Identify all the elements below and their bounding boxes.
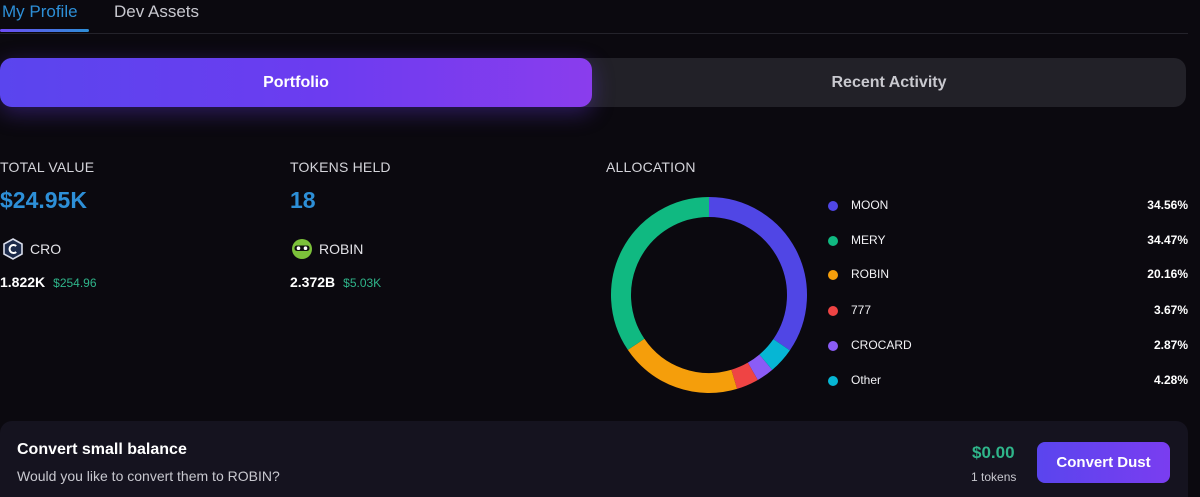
legend-item-robin[interactable]: ROBIN 20.16% bbox=[828, 266, 1188, 284]
top-token-robin[interactable]: ROBIN bbox=[291, 238, 363, 260]
allocation-label: ALLOCATION bbox=[606, 159, 696, 175]
donut-slice-crocard[interactable] bbox=[747, 354, 773, 380]
tab-dev-assets[interactable]: Dev Assets bbox=[114, 2, 200, 21]
total-value: $24.95K bbox=[0, 187, 87, 213]
cro-amount: 1.822K bbox=[0, 274, 46, 290]
legend-item-mery[interactable]: MERY 34.47% bbox=[828, 232, 1188, 250]
robin-symbol: ROBIN bbox=[319, 241, 364, 257]
legend-percentage: 3.67% bbox=[1153, 303, 1188, 317]
legend-dot bbox=[828, 306, 838, 316]
convert-subtitle: Would you like to convert them to ROBIN? bbox=[17, 468, 280, 484]
robin-usd-value: $5.03K bbox=[343, 276, 382, 290]
total-value-label: TOTAL VALUE bbox=[0, 159, 95, 175]
donut-slice-777[interactable] bbox=[731, 362, 758, 389]
legend-percentage: 2.87% bbox=[1153, 338, 1188, 352]
legend-percentage: 34.56% bbox=[1147, 198, 1188, 212]
convert-dust-panel: Convert small balance Would you like to … bbox=[0, 421, 1188, 497]
robin-amount: 2.372B bbox=[290, 274, 336, 290]
legend-percentage: 20.16% bbox=[1147, 267, 1188, 281]
recent-activity-button[interactable]: Recent Activity bbox=[831, 73, 947, 91]
tokens-held-value: 18 bbox=[290, 187, 316, 213]
top-token-cro[interactable]: CRO bbox=[2, 238, 61, 260]
portfolio-activity-toggle: Portfolio Recent Activity bbox=[0, 58, 1186, 107]
robin-token-icon bbox=[292, 239, 312, 259]
legend-percentage: 4.28% bbox=[1153, 373, 1188, 387]
active-tab-underline bbox=[0, 29, 89, 32]
legend-label: MOON bbox=[851, 198, 889, 212]
convert-title: Convert small balance bbox=[17, 441, 187, 458]
legend-label: ROBIN bbox=[851, 267, 890, 281]
dust-value: $0.00 bbox=[972, 443, 1015, 462]
legend-item-777[interactable]: 777 3.67% bbox=[828, 302, 1188, 320]
legend-label: CROCARD bbox=[851, 338, 912, 352]
legend-label: Other bbox=[851, 373, 882, 387]
cro-token-icon bbox=[3, 238, 23, 260]
legend-dot bbox=[828, 270, 838, 280]
legend-percentage: 34.47% bbox=[1147, 233, 1188, 247]
dust-token-count: 1 tokens bbox=[971, 470, 1017, 484]
robin-balance: 2.372B $5.03K bbox=[290, 274, 381, 290]
legend-dot bbox=[828, 341, 838, 351]
legend-item-crocard[interactable]: CROCARD 2.87% bbox=[828, 337, 1188, 355]
legend-item-moon[interactable]: MOON 34.56% bbox=[828, 197, 1188, 215]
tab-my-profile[interactable]: My Profile bbox=[2, 2, 78, 21]
legend-dot bbox=[828, 201, 838, 211]
tokens-held-label: TOKENS HELD bbox=[290, 159, 391, 175]
cro-symbol: CRO bbox=[30, 241, 62, 257]
legend-dot bbox=[828, 236, 838, 246]
legend-label: 777 bbox=[851, 303, 872, 317]
legend-dot bbox=[828, 376, 838, 386]
cro-balance: 1.822K $254.96 bbox=[0, 274, 97, 290]
convert-dust-button[interactable]: Convert Dust bbox=[1037, 442, 1170, 483]
cro-usd-value: $254.96 bbox=[53, 276, 97, 290]
donut-slice-moon[interactable] bbox=[708, 197, 807, 351]
legend-label: MERY bbox=[851, 233, 886, 247]
legend-item-other[interactable]: Other 4.28% bbox=[828, 372, 1188, 390]
donut-slice-mery[interactable] bbox=[611, 197, 710, 350]
top-tabs: My Profile Dev Assets bbox=[0, 0, 1188, 34]
donut-slice-other[interactable] bbox=[759, 338, 790, 370]
portfolio-button[interactable]: Portfolio bbox=[0, 58, 592, 107]
allocation-donut-chart bbox=[611, 197, 807, 393]
donut-slice-robin[interactable] bbox=[627, 338, 738, 393]
